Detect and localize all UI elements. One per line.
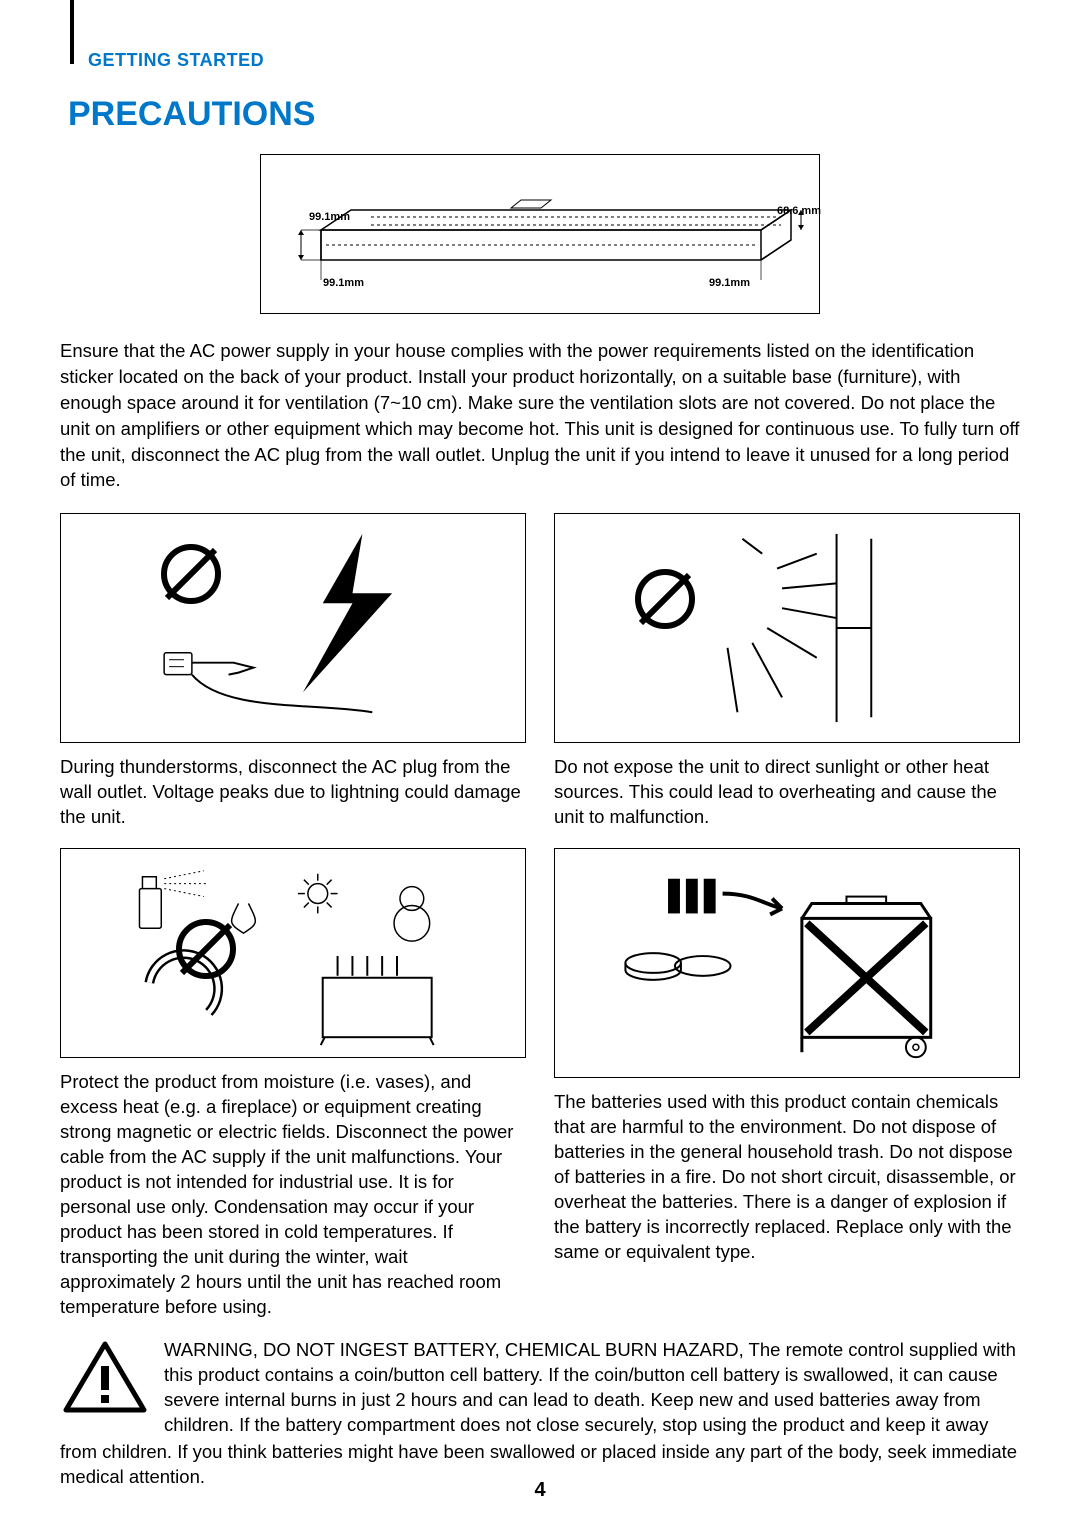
dim-top-right: 68.6 mm (777, 205, 821, 217)
dim-bottom-right: 99.1mm (709, 277, 750, 289)
moisture-illustration (60, 848, 526, 1058)
section-label: GETTING STARTED (88, 50, 1020, 71)
moisture-magnet-heater-icon (61, 849, 525, 1057)
sun-window-icon (555, 514, 1019, 742)
battery-trash-icon (555, 849, 1019, 1077)
plug-lightning-icon (61, 514, 525, 742)
dim-bottom-left: 99.1mm (323, 277, 364, 289)
soundbar-outline-icon (261, 155, 821, 315)
page-tab-mark (70, 0, 74, 64)
intro-paragraph: Ensure that the AC power supply in your … (60, 338, 1020, 493)
page-title: PRECAUTIONS (68, 95, 1020, 134)
page-number: 4 (534, 1479, 545, 1502)
sunlight-illustration (554, 513, 1020, 743)
lightning-illustration (60, 513, 526, 743)
caption-moisture: Protect the product from moisture (i.e. … (60, 1070, 526, 1320)
warning-triangle-icon (60, 1338, 150, 1418)
caption-battery: The batteries used with this product con… (554, 1090, 1020, 1265)
warning-block: WARNING, DO NOT INGEST BATTERY, CHEMICAL… (60, 1338, 1020, 1438)
warning-text-inline: WARNING, DO NOT INGEST BATTERY, CHEMICAL… (164, 1338, 1020, 1438)
battery-disposal-illustration (554, 848, 1020, 1078)
caption-lightning: During thunderstorms, disconnect the AC … (60, 755, 526, 830)
dimension-diagram: 68.6 mm 99.1mm 99.1mm 99.1mm (260, 154, 820, 314)
dim-left: 99.1mm (309, 211, 350, 223)
caption-sunlight: Do not expose the unit to direct sunligh… (554, 755, 1020, 830)
